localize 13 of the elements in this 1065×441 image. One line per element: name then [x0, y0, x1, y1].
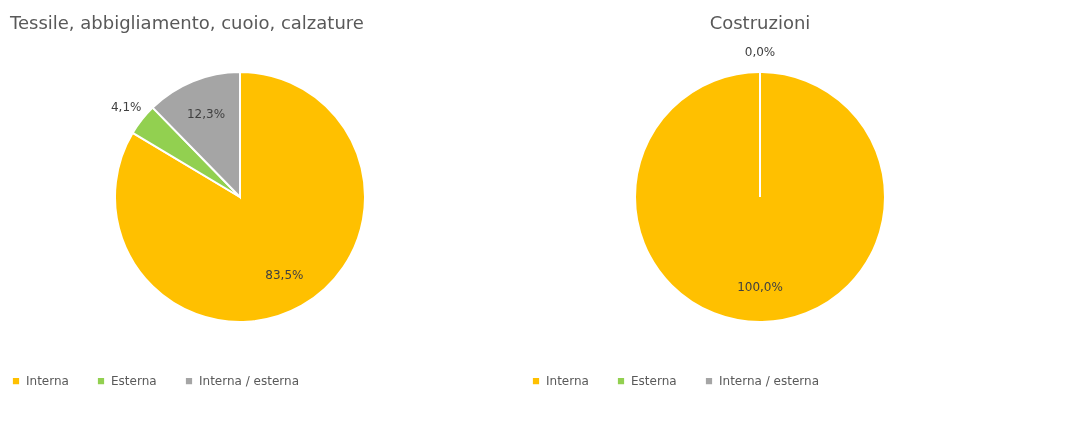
data-label: 4,1% [110, 100, 142, 115]
data-label: 12,3% [186, 106, 226, 121]
data-label: 100,0% [737, 280, 783, 294]
text: 0,0% [744, 45, 776, 59]
legend-label: Interna [26, 374, 69, 389]
data-label: 83,5% [265, 268, 304, 283]
legend-label: Esterna [111, 374, 157, 389]
legend-label: Interna / esterna [719, 374, 819, 389]
legend-label: Interna / esterna [199, 374, 299, 389]
legend-label: Esterna [631, 374, 677, 389]
chart-title: Tessile, abbigliamento, cuoio, calzature [9, 12, 364, 33]
legend-label: Interna [546, 374, 589, 389]
chart-title: Costruzioni [709, 12, 811, 33]
